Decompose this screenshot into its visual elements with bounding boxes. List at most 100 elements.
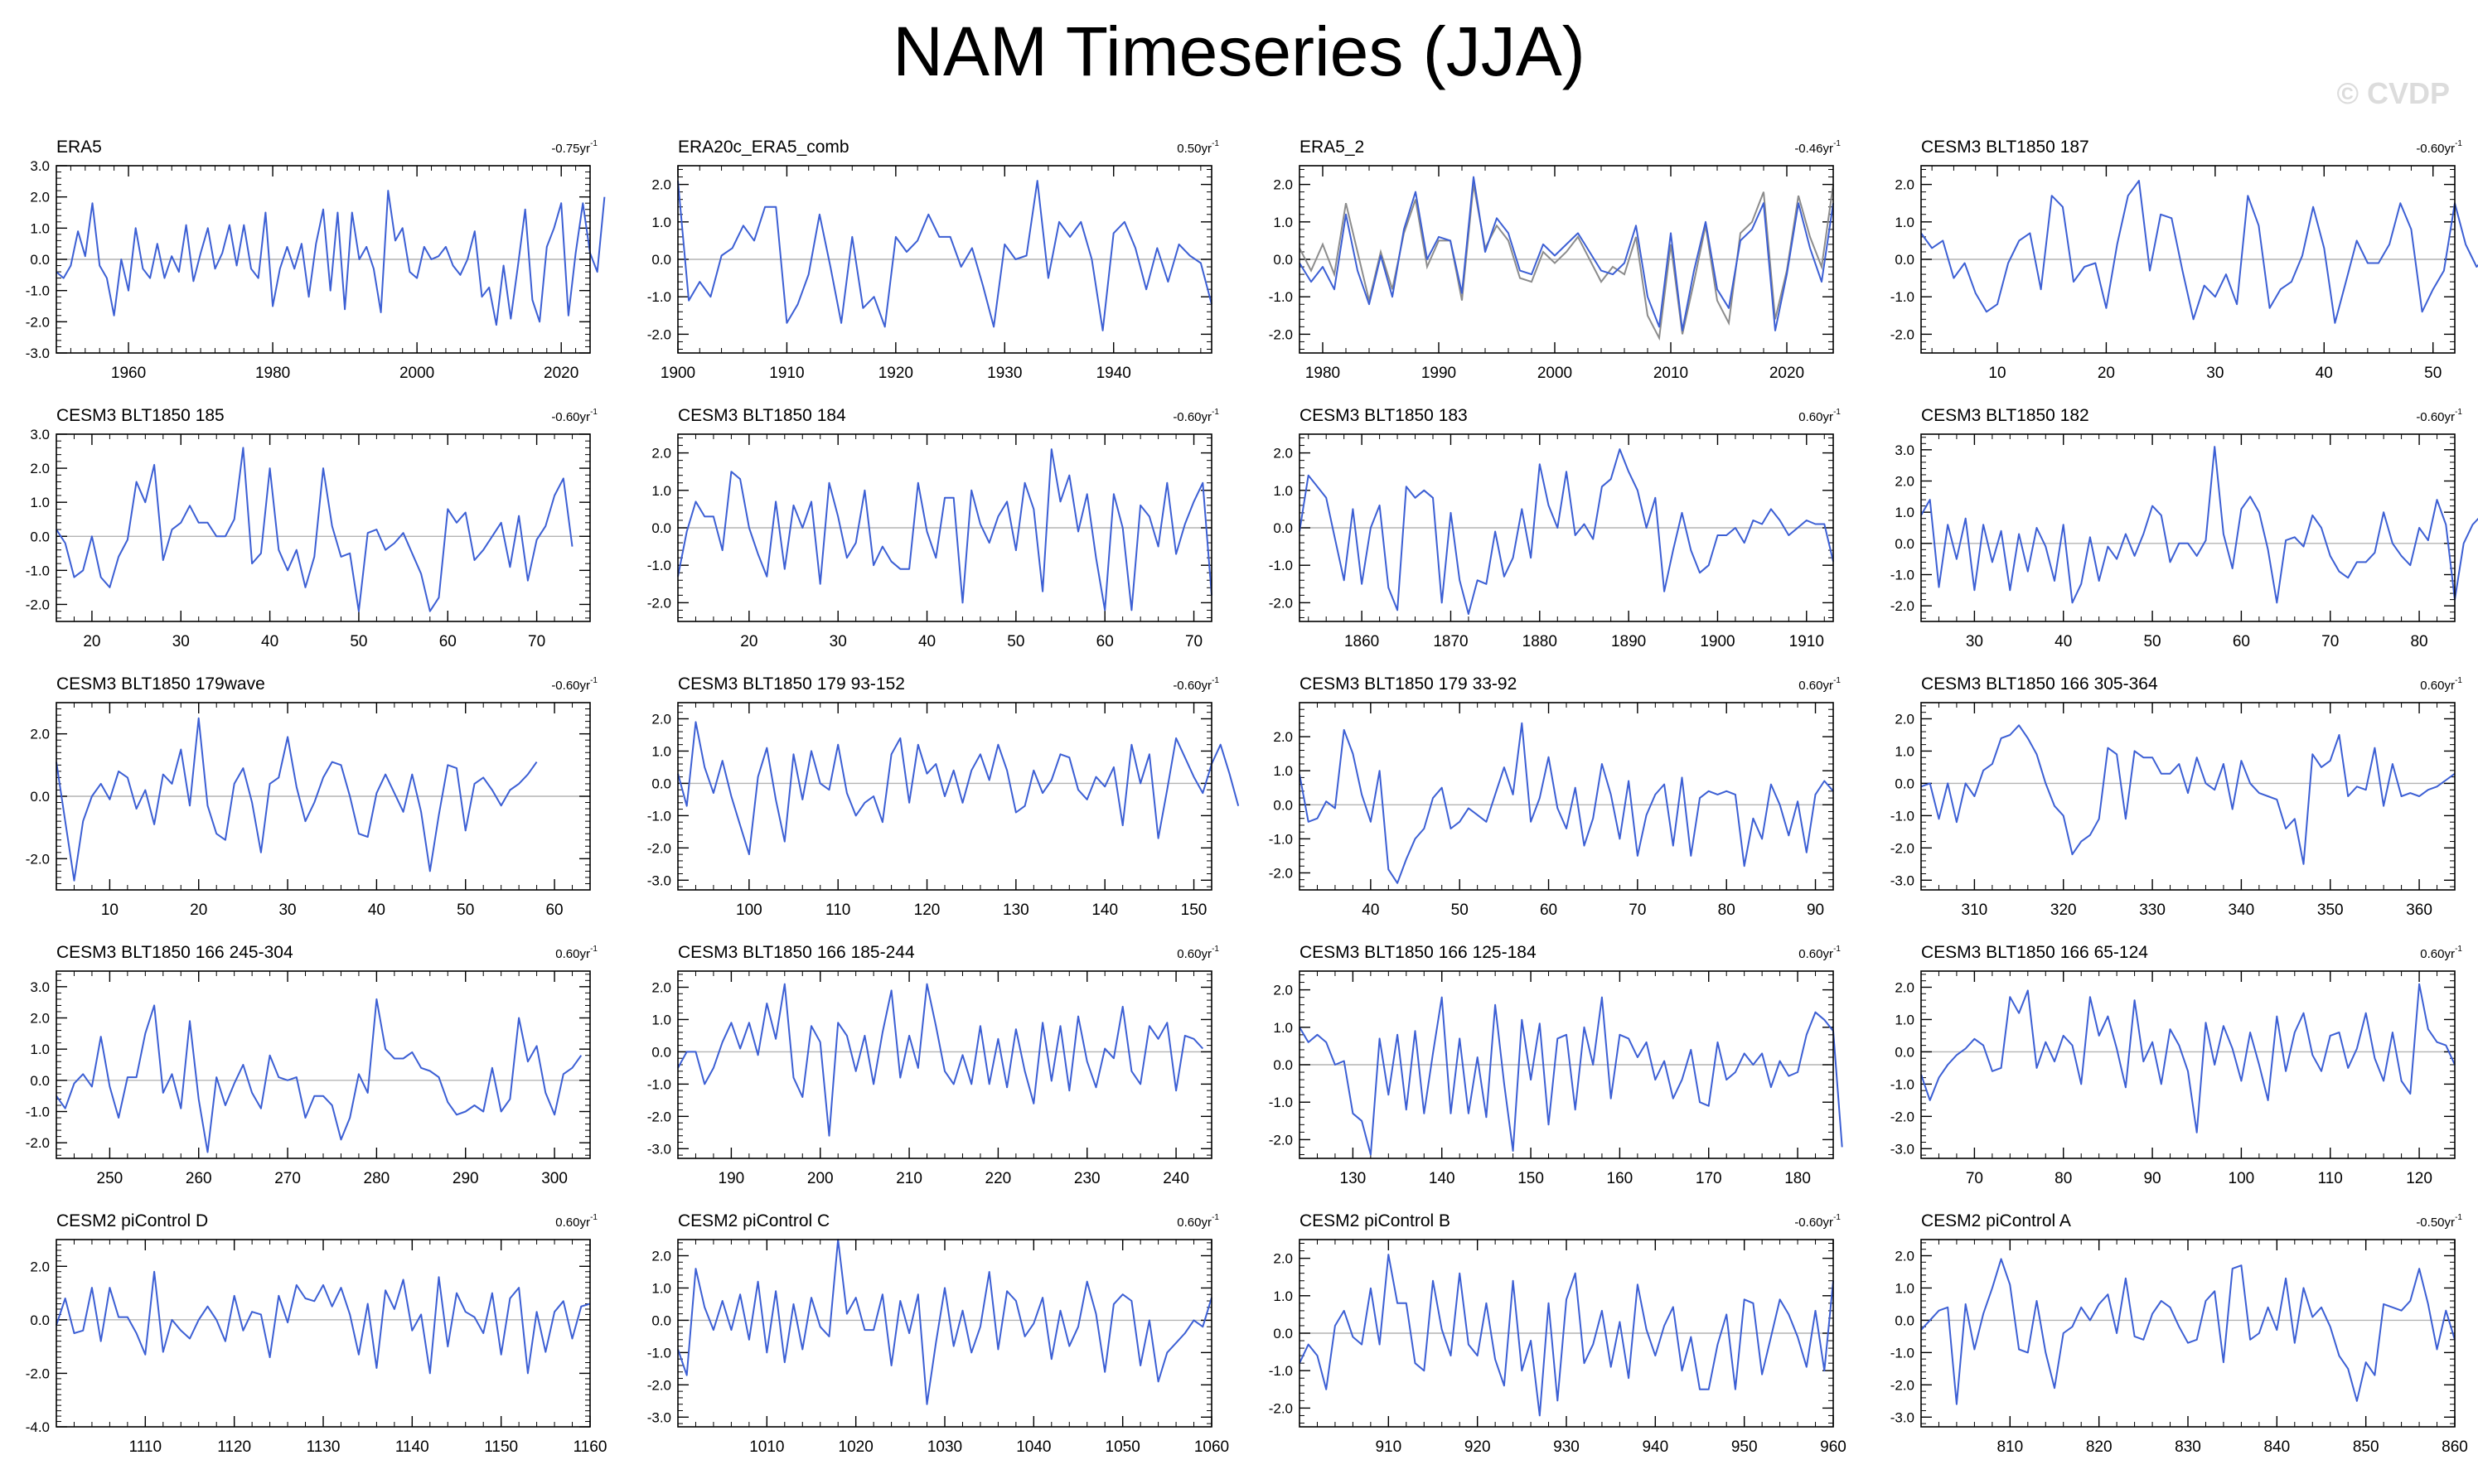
series-line [677, 721, 1240, 856]
y-tick-label: 0.0 [1273, 797, 1293, 813]
x-tick-label: 160 [1607, 1170, 1633, 1187]
x-tick-label: 50 [2143, 633, 2161, 650]
trend-exponent: -1 [1833, 139, 1841, 148]
x-tick-label: 30 [1966, 633, 1983, 650]
y-tick-label: -1.0 [26, 1105, 50, 1120]
y-tick-label: 0.0 [1895, 252, 1914, 268]
y-tick-label: 2.0 [30, 190, 50, 205]
y-tick-label: -3.0 [1890, 1141, 1914, 1157]
series-line-gray [1299, 184, 1834, 341]
y-tick-label: -2.0 [647, 595, 671, 611]
series-line [56, 998, 583, 1153]
y-tick-label: 1.0 [1273, 1288, 1293, 1304]
x-tick-label: 310 [1962, 902, 1988, 919]
y-tick-label: -2.0 [26, 597, 50, 612]
y-tick-label: 0.0 [651, 776, 671, 791]
x-tick-label: 120 [2406, 1170, 2432, 1187]
y-tick-label: -2.0 [1890, 598, 1914, 614]
plot-frame [56, 433, 591, 622]
series-line [56, 190, 606, 326]
series-line [1920, 724, 2456, 865]
panel-title: CESM3 BLT1850 179 93-152 [678, 674, 905, 694]
x-tick-label: 1890 [1611, 633, 1646, 650]
panel-19: CESM2 piControl A -0.50yr -1 810 820 830 840 85… [1890, 1211, 2468, 1456]
x-tick-label: 1110 [129, 1438, 162, 1456]
x-tick-label: 150 [1517, 1170, 1544, 1187]
x-tick-label: 70 [1185, 633, 1203, 650]
trend-label: 0.60yr [1177, 1216, 1212, 1230]
y-tick-label: -3.0 [26, 346, 50, 361]
panel-3: CESM3 BLT1850 187 -0.60yr -1 10 20 30 40 50 -2.0… [1890, 138, 2478, 382]
x-tick-label: 30 [278, 902, 296, 919]
y-tick-label: -4.0 [26, 1419, 50, 1435]
x-tick-label: 940 [1642, 1438, 1668, 1456]
y-tick-label: -2.0 [647, 840, 671, 856]
y-tick-label: 1.0 [1273, 483, 1293, 499]
plot-frame [677, 1239, 1212, 1428]
x-tick-label: 20 [83, 633, 100, 650]
x-tick-label: 50 [457, 902, 474, 919]
x-tick-label: 100 [2229, 1170, 2255, 1187]
plot-frame [1920, 702, 2456, 891]
x-tick-label: 1960 [111, 365, 146, 382]
x-tick-label: 30 [830, 633, 847, 650]
panel-4: CESM3 BLT1850 185 -0.60yr -1 20 30 40 50 60 70 -2… [26, 406, 598, 650]
y-tick-label: 0.0 [1273, 1326, 1293, 1341]
x-tick-label: 910 [1375, 1438, 1401, 1456]
trend-exponent: -1 [1212, 1213, 1219, 1222]
series-line [56, 447, 574, 612]
x-tick-label: 60 [545, 902, 563, 919]
y-tick-label: -1.0 [647, 808, 671, 824]
x-tick-label: 140 [1429, 1170, 1455, 1187]
trend-label: -0.46yr [1794, 142, 1833, 156]
x-tick-label: 2000 [399, 365, 434, 382]
y-tick-label: -1.0 [1890, 1076, 1914, 1092]
panel-title: CESM2 piControl D [56, 1211, 208, 1230]
x-tick-label: 1160 [574, 1438, 607, 1456]
x-tick-label: 110 [825, 902, 850, 919]
x-tick-label: 200 [807, 1170, 834, 1187]
y-tick-label: 0.0 [30, 1073, 50, 1089]
y-tick-label: 1.0 [1895, 505, 1914, 520]
y-tick-label: -1.0 [1890, 808, 1914, 824]
y-tick-label: 2.0 [1895, 177, 1914, 193]
y-tick-label: -1.0 [647, 1345, 671, 1361]
y-tick-label: 2.0 [651, 711, 671, 727]
x-tick-label: 110 [2318, 1170, 2343, 1187]
y-tick-label: 0.0 [1895, 536, 1914, 552]
trend-label: 0.60yr [555, 947, 590, 961]
x-tick-label: 2020 [544, 365, 578, 382]
panel-title: CESM3 BLT1850 183 [1299, 406, 1468, 425]
x-tick-label: 120 [914, 902, 941, 919]
y-tick-label: 3.0 [1895, 442, 1914, 458]
y-tick-label: -2.0 [1890, 1377, 1914, 1393]
y-tick-label: 1.0 [30, 1042, 50, 1057]
x-tick-label: 70 [528, 633, 545, 650]
y-tick-label: -1.0 [26, 283, 50, 299]
y-tick-label: -2.0 [26, 1366, 50, 1381]
panel-title: CESM3 BLT1850 179 33-92 [1299, 674, 1517, 694]
trend-label: 0.60yr [1798, 679, 1833, 693]
x-tick-label: 50 [1451, 902, 1469, 919]
y-tick-label: 3.0 [30, 158, 50, 174]
x-tick-label: 960 [1820, 1438, 1846, 1456]
panel-7: CESM3 BLT1850 182 -0.60yr -1 30 40 50 60 70 80 -2… [1890, 406, 2478, 650]
y-tick-label: -2.0 [1269, 865, 1293, 881]
series-line [1920, 983, 2456, 1134]
y-tick-label: 1.0 [651, 483, 671, 499]
y-tick-label: 1.0 [1895, 215, 1914, 230]
x-tick-label: 220 [985, 1170, 1012, 1187]
panel-title: CESM2 piControl B [1299, 1211, 1450, 1230]
panel-12: CESM3 BLT1850 166 245-304 0.60yr -1 250 260 2… [26, 943, 598, 1187]
x-tick-label: 1120 [217, 1438, 251, 1456]
x-tick-label: 60 [2233, 633, 2250, 650]
y-tick-label: 1.0 [1273, 763, 1293, 779]
trend-label: -0.50yr [2416, 1216, 2455, 1230]
x-tick-label: 1020 [839, 1438, 874, 1456]
x-tick-label: 30 [2206, 365, 2224, 382]
x-tick-label: 270 [274, 1170, 301, 1187]
panel-5: CESM3 BLT1850 184 -0.60yr -1 20 30 40 50 60 70 -2… [647, 406, 1220, 650]
trend-exponent: -1 [1833, 1213, 1841, 1222]
trend-label: 0.60yr [2420, 679, 2455, 693]
